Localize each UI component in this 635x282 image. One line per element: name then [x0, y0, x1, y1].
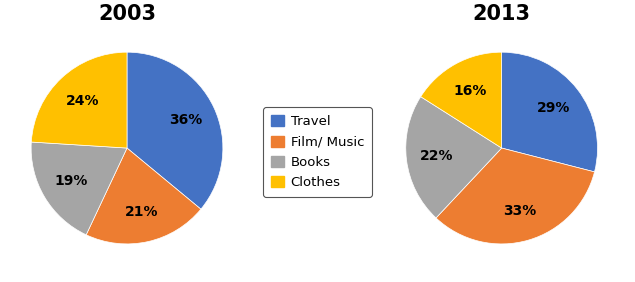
- Text: 22%: 22%: [420, 149, 454, 163]
- Wedge shape: [502, 52, 598, 172]
- Text: 29%: 29%: [537, 101, 570, 115]
- Wedge shape: [436, 148, 594, 244]
- Text: 36%: 36%: [170, 113, 203, 127]
- Text: 21%: 21%: [124, 205, 158, 219]
- Title: 2013: 2013: [472, 4, 531, 24]
- Wedge shape: [127, 52, 223, 209]
- Title: 2003: 2003: [98, 4, 156, 24]
- Wedge shape: [31, 142, 127, 235]
- Wedge shape: [31, 52, 127, 148]
- Wedge shape: [421, 52, 502, 148]
- Legend: Travel, Film/ Music, Books, Clothes: Travel, Film/ Music, Books, Clothes: [263, 107, 372, 197]
- Text: 33%: 33%: [503, 204, 537, 218]
- Text: 24%: 24%: [65, 94, 99, 107]
- Wedge shape: [86, 148, 201, 244]
- Text: 19%: 19%: [54, 174, 88, 188]
- Text: 16%: 16%: [453, 84, 487, 98]
- Wedge shape: [406, 97, 502, 218]
